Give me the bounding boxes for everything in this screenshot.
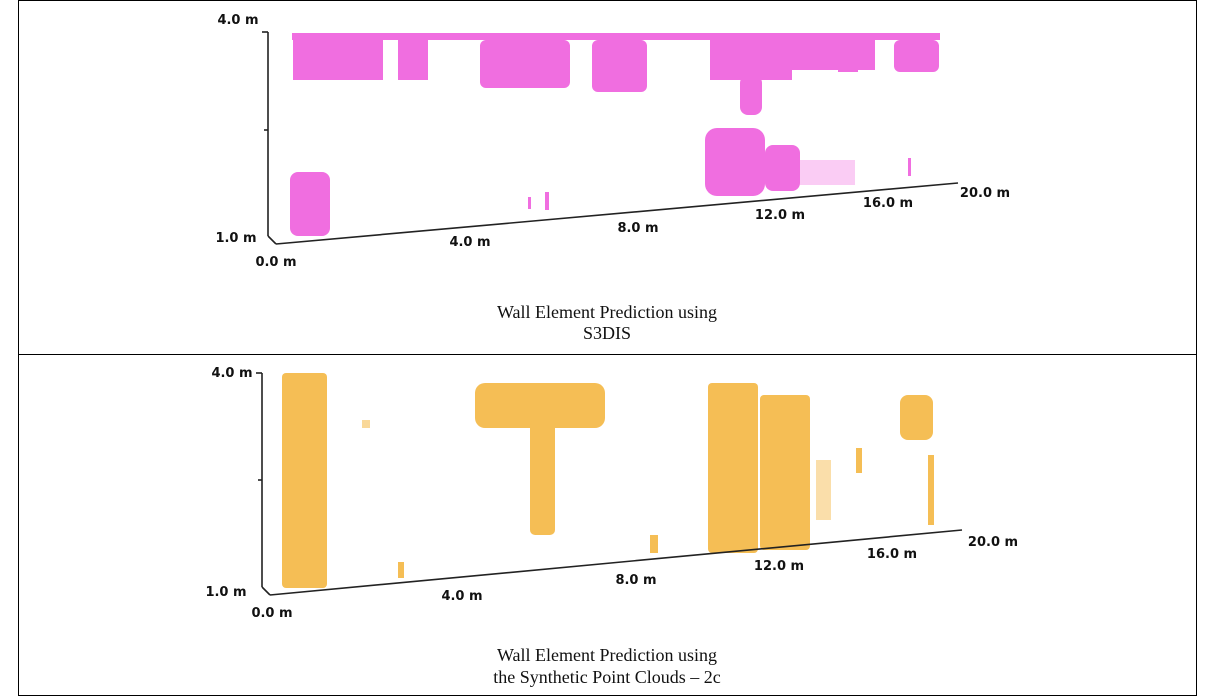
x-label: 8.0 m xyxy=(617,221,658,236)
figure: 4.0 m 1.0 m 0.0 m 4.0 m 8.0 m 12.0 m 16.… xyxy=(0,0,1216,697)
caption: Wall Element Prediction using xyxy=(497,302,717,322)
x-label: 8.0 m xyxy=(615,573,656,588)
table-border xyxy=(19,1,1197,696)
origin-label: 0.0 m xyxy=(251,606,292,621)
z-bottom-label: 1.0 m xyxy=(205,585,246,600)
x-label: 20.0 m xyxy=(960,186,1010,201)
caption: the Synthetic Point Clouds – 2c xyxy=(493,667,721,687)
x-label: 4.0 m xyxy=(449,235,490,250)
x-label: 16.0 m xyxy=(867,547,917,562)
z-bottom-label: 1.0 m xyxy=(215,231,256,246)
x-label: 16.0 m xyxy=(863,196,913,211)
z-top-label: 4.0 m xyxy=(217,13,258,28)
x-label: 12.0 m xyxy=(754,559,804,574)
x-label: 12.0 m xyxy=(755,208,805,223)
z-top-label: 4.0 m xyxy=(211,366,252,381)
origin-label: 0.0 m xyxy=(255,255,296,270)
point-cloud-s3dis xyxy=(290,33,940,236)
caption: Wall Element Prediction using xyxy=(497,645,717,665)
caption: S3DIS xyxy=(583,323,631,343)
axes-2 xyxy=(256,373,962,595)
x-label: 4.0 m xyxy=(441,589,482,604)
x-label: 20.0 m xyxy=(968,535,1018,550)
point-cloud-synthetic xyxy=(282,373,934,588)
